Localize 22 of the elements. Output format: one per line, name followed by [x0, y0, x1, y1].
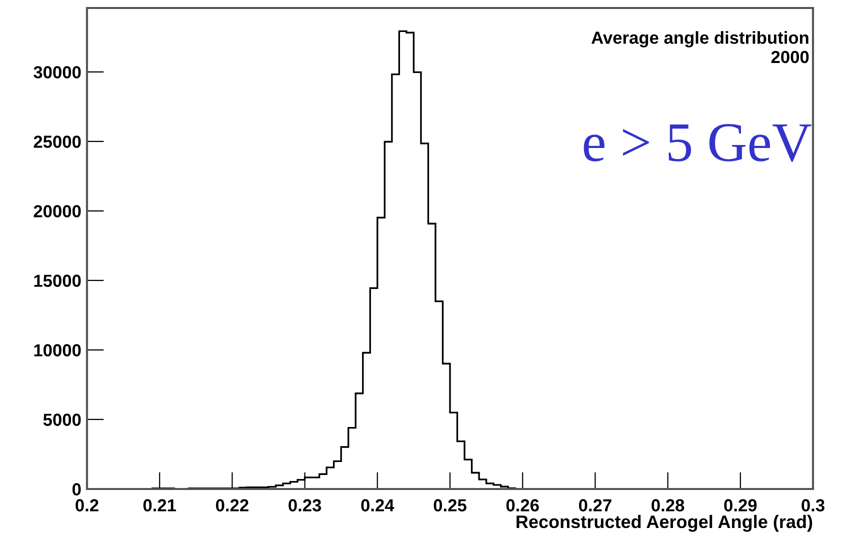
x-tick-label: 0.21	[143, 499, 176, 512]
x-tick-label: 0.26	[506, 499, 539, 512]
annotation: e > 5 GeV	[584, 124, 812, 162]
x-tick-label: 0.23	[288, 499, 322, 512]
y-tick-label: 15000	[34, 274, 81, 287]
annotation: 2000	[771, 50, 809, 64]
x-tick-label: 0.29	[724, 499, 757, 512]
x-tick-label: 0.28	[652, 499, 684, 512]
y-tick-label: 25000	[34, 136, 81, 148]
x-tick-label: 0.24	[361, 499, 394, 512]
y-tick-label: 30000	[34, 66, 81, 78]
x-tick-label: 0.3	[802, 499, 824, 512]
x-tick-label: 0.25	[434, 499, 466, 512]
y-tick-label: 10000	[34, 344, 81, 356]
annotation: Average angle distribution	[591, 31, 808, 48]
y-tick-label: 20000	[34, 205, 81, 218]
x-tick-label: 0.27	[578, 499, 612, 512]
x-axis-title: Reconstructed Aerogel Angle (rad)	[516, 514, 812, 532]
y-tick-label: 5000	[43, 414, 81, 426]
y-tick-label: 0	[72, 483, 81, 496]
x-tick-label: 0.2	[76, 499, 98, 512]
x-tick-label: 0.22	[216, 499, 248, 512]
